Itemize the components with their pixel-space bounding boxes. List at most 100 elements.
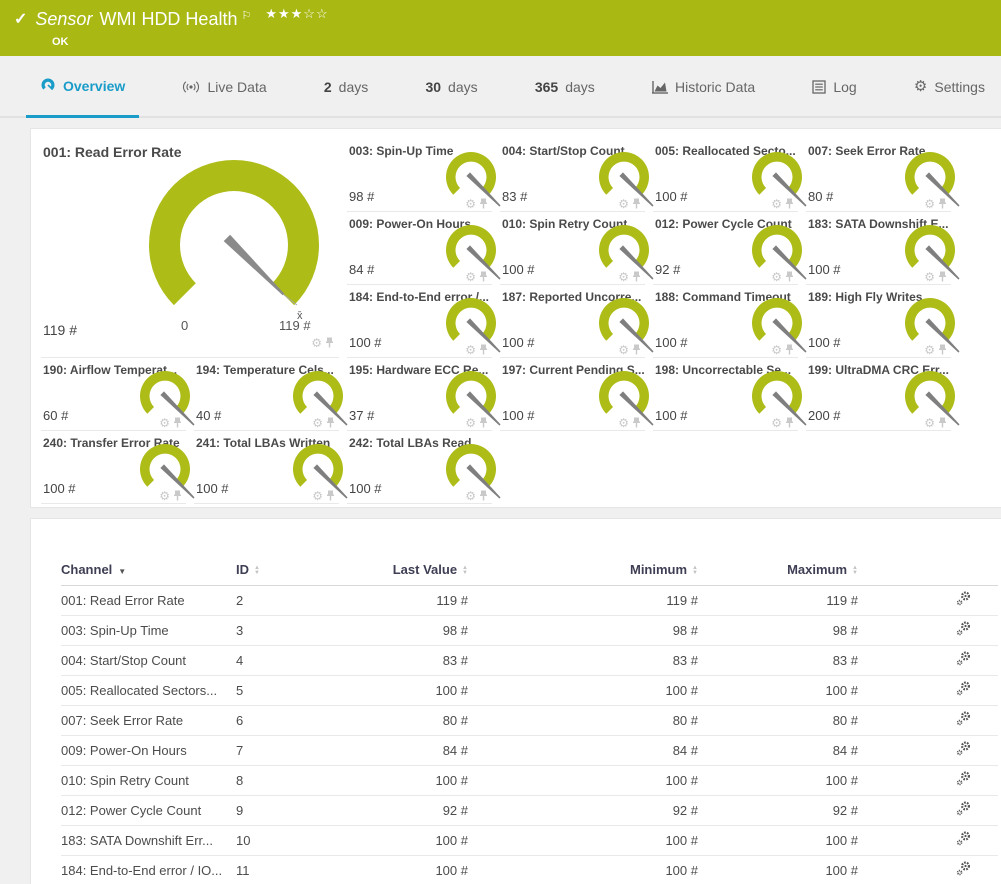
- pin-icon[interactable]: [785, 198, 794, 209]
- channel-gear-icon[interactable]: ⚙: [465, 345, 476, 355]
- table-row[interactable]: 183: SATA Downshift Err... 10 100 # 100 …: [61, 825, 998, 855]
- channel-gear-icon[interactable]: ⚙: [924, 272, 935, 282]
- pin-icon[interactable]: [632, 198, 641, 209]
- channel-gear-icon[interactable]: ⚙: [924, 418, 935, 428]
- channel-gear-icon[interactable]: ⚙: [618, 418, 629, 428]
- tab-365-days[interactable]: 365 days: [521, 56, 609, 118]
- tab-30-days[interactable]: 30 days: [411, 56, 491, 118]
- gauge-tile[interactable]: 010: Spin Retry Count 100 # ⚙: [500, 212, 653, 285]
- gauge-tile-primary[interactable]: 001: Read Error Rate x̄ 0 119 # 119 # ⚙: [41, 139, 347, 358]
- col-header-last-value[interactable]: Last Value▲▼: [336, 555, 468, 585]
- tab-live-data[interactable]: Live Data: [168, 56, 280, 118]
- gauge-tile[interactable]: 187: Reported Uncorre... 100 # ⚙: [500, 285, 653, 358]
- col-header-channel[interactable]: Channel▼: [61, 555, 236, 585]
- gauge-tile[interactable]: 198: Uncorrectable Se... 100 # ⚙: [653, 358, 806, 431]
- channel-gear-icon[interactable]: ⚙: [159, 418, 170, 428]
- channel-settings-icon[interactable]: [956, 711, 972, 726]
- pin-icon[interactable]: [325, 337, 334, 348]
- channel-gear-icon[interactable]: ⚙: [465, 272, 476, 282]
- pin-icon[interactable]: [479, 344, 488, 355]
- channel-gear-icon[interactable]: ⚙: [924, 199, 935, 209]
- channel-settings-icon[interactable]: [956, 771, 972, 786]
- pin-icon[interactable]: [326, 490, 335, 501]
- gauge-tile[interactable]: 005: Reallocated Secto... 100 # ⚙: [653, 139, 806, 212]
- channel-settings-icon[interactable]: [956, 801, 972, 816]
- col-header-id[interactable]: ID▲▼: [236, 555, 336, 585]
- tab-historic-data[interactable]: Historic Data: [638, 56, 769, 118]
- pin-icon[interactable]: [938, 417, 947, 428]
- rating-stars[interactable]: ★★★☆☆: [265, 6, 328, 22]
- channel-gear-icon[interactable]: ⚙: [771, 199, 782, 209]
- pin-icon[interactable]: [938, 344, 947, 355]
- channel-settings-icon[interactable]: [956, 621, 972, 636]
- channel-gear-icon[interactable]: ⚙: [312, 491, 323, 501]
- channel-settings-icon[interactable]: [956, 831, 972, 846]
- channel-settings-icon[interactable]: [956, 741, 972, 756]
- table-row[interactable]: 003: Spin-Up Time 3 98 # 98 # 98 #: [61, 615, 998, 645]
- channel-settings-icon[interactable]: [956, 591, 972, 606]
- channel-gear-icon[interactable]: ⚙: [771, 418, 782, 428]
- gauge-tile[interactable]: 004: Start/Stop Count 83 # ⚙: [500, 139, 653, 212]
- table-row[interactable]: 009: Power-On Hours 7 84 # 84 # 84 #: [61, 735, 998, 765]
- pin-icon[interactable]: [173, 417, 182, 428]
- gauge-tile[interactable]: 184: End-to-End error /... 100 # ⚙: [347, 285, 500, 358]
- gauge-tile[interactable]: 240: Transfer Error Rate 100 # ⚙: [41, 431, 194, 504]
- pin-icon[interactable]: [326, 417, 335, 428]
- channel-settings-icon[interactable]: [956, 861, 972, 876]
- channel-gear-icon[interactable]: ⚙: [618, 345, 629, 355]
- channel-gear-icon[interactable]: ⚙: [924, 345, 935, 355]
- pin-icon[interactable]: [632, 417, 641, 428]
- channel-gear-icon[interactable]: ⚙: [465, 491, 476, 501]
- gauge-tile[interactable]: 194: Temperature Cels... 40 # ⚙: [194, 358, 347, 431]
- col-header-minimum[interactable]: Minimum▲▼: [468, 555, 698, 585]
- gauge-tile[interactable]: 199: UltraDMA CRC Err... 200 # ⚙: [806, 358, 959, 431]
- pin-icon[interactable]: [479, 490, 488, 501]
- gauge-tile[interactable]: 012: Power Cycle Count 92 # ⚙: [653, 212, 806, 285]
- channel-gear-icon[interactable]: ⚙: [311, 338, 322, 348]
- pin-icon[interactable]: [173, 490, 182, 501]
- pin-icon[interactable]: [785, 344, 794, 355]
- channel-gear-icon[interactable]: ⚙: [465, 418, 476, 428]
- gauge-tile[interactable]: 190: Airflow Temperat... 60 # ⚙: [41, 358, 194, 431]
- gauge-tile[interactable]: 197: Current Pending S... 100 # ⚙: [500, 358, 653, 431]
- tab-log[interactable]: Log: [798, 56, 870, 118]
- channel-gear-icon[interactable]: ⚙: [771, 345, 782, 355]
- channel-settings-icon[interactable]: [956, 681, 972, 696]
- channel-gear-icon[interactable]: ⚙: [465, 199, 476, 209]
- tab-overview[interactable]: Overview: [26, 56, 139, 118]
- gauge-tile[interactable]: 188: Command Timeout 100 # ⚙: [653, 285, 806, 358]
- col-header-maximum[interactable]: Maximum▲▼: [698, 555, 858, 585]
- tab-settings[interactable]: ⚙ Settings: [900, 56, 999, 118]
- gauge-tile[interactable]: 242: Total LBAs Read 100 # ⚙: [347, 431, 500, 504]
- pin-icon[interactable]: [938, 198, 947, 209]
- gauge-tile[interactable]: 189: High Fly Writes 100 # ⚙: [806, 285, 959, 358]
- gauge-tile[interactable]: 007: Seek Error Rate 80 # ⚙: [806, 139, 959, 212]
- pin-icon[interactable]: [632, 344, 641, 355]
- pin-icon[interactable]: [479, 198, 488, 209]
- channel-gear-icon[interactable]: ⚙: [312, 418, 323, 428]
- table-row[interactable]: 010: Spin Retry Count 8 100 # 100 # 100 …: [61, 765, 998, 795]
- pin-icon[interactable]: [938, 271, 947, 282]
- gauge-tile[interactable]: 183: SATA Downshift E... 100 # ⚙: [806, 212, 959, 285]
- table-row[interactable]: 184: End-to-End error / IO... 11 100 # 1…: [61, 855, 998, 884]
- channel-gear-icon[interactable]: ⚙: [618, 272, 629, 282]
- table-row[interactable]: 007: Seek Error Rate 6 80 # 80 # 80 #: [61, 705, 998, 735]
- channel-gear-icon[interactable]: ⚙: [159, 491, 170, 501]
- gauge-tile[interactable]: 241: Total LBAs Written 100 # ⚙: [194, 431, 347, 504]
- table-row[interactable]: 001: Read Error Rate 2 119 # 119 # 119 #: [61, 585, 998, 615]
- pin-icon[interactable]: [479, 271, 488, 282]
- table-row[interactable]: 004: Start/Stop Count 4 83 # 83 # 83 #: [61, 645, 998, 675]
- priority-flag-icon[interactable]: ⚐: [241, 9, 251, 22]
- pin-icon[interactable]: [785, 271, 794, 282]
- table-row[interactable]: 005: Reallocated Sectors... 5 100 # 100 …: [61, 675, 998, 705]
- pin-icon[interactable]: [479, 417, 488, 428]
- gauge-tile[interactable]: 003: Spin-Up Time 98 # ⚙: [347, 139, 500, 212]
- table-row[interactable]: 012: Power Cycle Count 9 92 # 92 # 92 #: [61, 795, 998, 825]
- pin-icon[interactable]: [632, 271, 641, 282]
- gauge-tile[interactable]: 195: Hardware ECC Re... 37 # ⚙: [347, 358, 500, 431]
- channel-settings-icon[interactable]: [956, 651, 972, 666]
- pin-icon[interactable]: [785, 417, 794, 428]
- channel-gear-icon[interactable]: ⚙: [618, 199, 629, 209]
- gauge-tile[interactable]: 009: Power-On Hours 84 # ⚙: [347, 212, 500, 285]
- channel-gear-icon[interactable]: ⚙: [771, 272, 782, 282]
